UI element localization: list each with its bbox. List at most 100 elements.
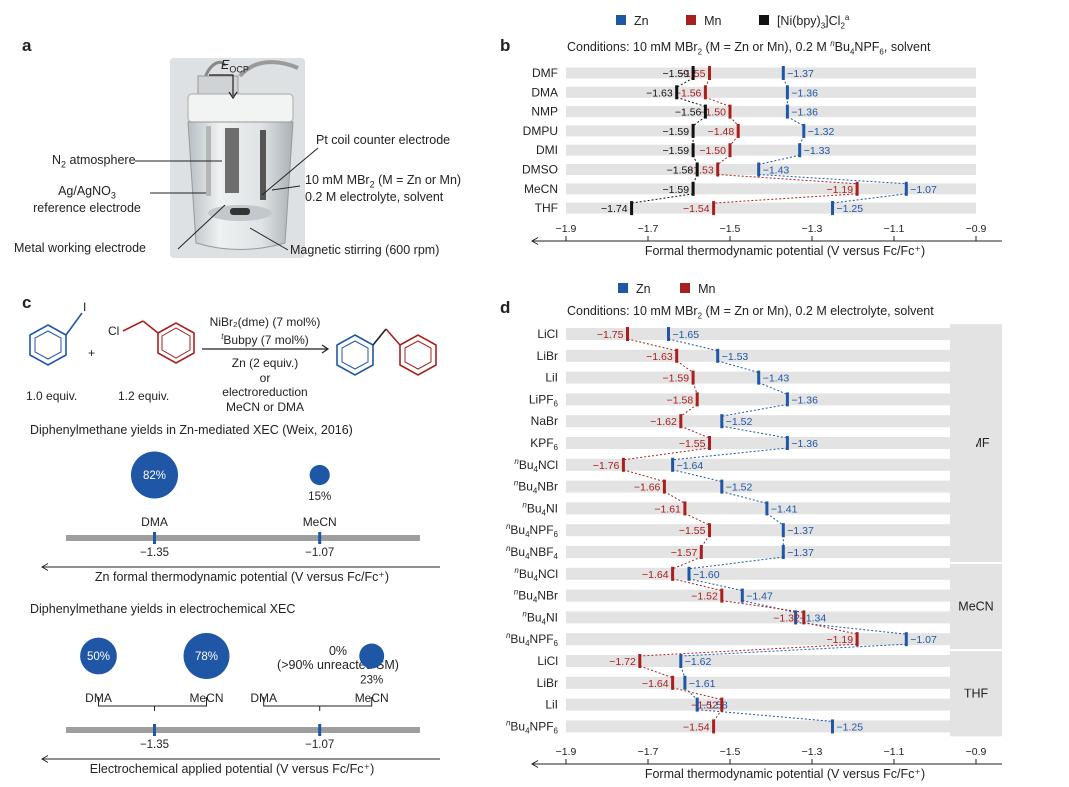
x-tick-label-3: −1.3	[802, 746, 823, 758]
marker-zn-6	[904, 181, 908, 196]
category-label-15: LiCl	[537, 654, 558, 668]
marker-mn-16	[671, 675, 675, 690]
value-label-mn-17: −1.52	[691, 700, 718, 712]
category-main-16: LiBr	[537, 676, 558, 690]
legend-ni-swatch	[758, 15, 769, 26]
value-label-ni-7: −1.74	[601, 203, 628, 215]
category-pre-13: n	[522, 609, 527, 618]
value-label-zn-5: −1.36	[791, 438, 818, 450]
category-label-0: LiCl	[537, 327, 558, 341]
marker-zn-5	[757, 162, 761, 177]
category-label-7: THF	[535, 201, 558, 215]
category-main-5: KPF	[530, 436, 553, 450]
category-label-1: LiBr	[537, 349, 558, 363]
category-main-18: Bu	[510, 719, 525, 733]
x-tick-label-2: −1.5	[720, 223, 741, 235]
panel-d-legend: Zn Mn	[618, 282, 715, 296]
electro-solvent-label-1-0: DMA	[250, 691, 277, 705]
panel-c-label: c	[22, 293, 32, 312]
group-label-2: THF	[964, 687, 989, 701]
row-bar-4	[566, 415, 976, 428]
marker-mn-3	[695, 392, 699, 407]
plus-sign: +	[88, 346, 95, 360]
marker-mn-9	[708, 523, 711, 538]
marker-mn-1	[703, 85, 707, 100]
category-rest-10: NBF	[530, 545, 554, 559]
bubble-zn-label-0: 82%	[143, 470, 166, 482]
category-main-9: Bu	[510, 523, 525, 537]
value-label-mn-7: −1.54	[683, 203, 710, 215]
value-label-mn-16: −1.64	[642, 678, 669, 690]
category-main-10: Bu	[510, 545, 525, 559]
category-label-16: LiBr	[537, 676, 558, 690]
value-label-zn-15: −1.62	[685, 656, 712, 668]
category-sub-7: 4	[533, 487, 538, 496]
category-label-7: nBu4NBr	[514, 479, 558, 496]
marker-zn-12	[740, 588, 744, 603]
value-label-zn-13: −1.34	[800, 612, 827, 624]
connector-zn-6	[832, 193, 907, 204]
panel-a-label: a	[22, 36, 32, 55]
x-axis-title: Formal thermodynamic potential (V versus…	[645, 244, 925, 258]
row-bar-3	[566, 125, 976, 137]
x-axis-arrow	[531, 760, 539, 768]
category-sub-14: 4	[525, 639, 530, 648]
category-rest-14: NPF	[530, 632, 554, 646]
value-label-ni-5: −1.58	[667, 165, 694, 177]
category-rest-18: NPF	[530, 719, 554, 733]
value-label-zn-7: −1.52	[726, 482, 753, 494]
equiv-aryl-iodide: 1.0 equiv.	[26, 389, 78, 403]
value-label-mn-3: −1.48	[708, 126, 735, 138]
legend-ni-text: [Ni(bpy)3]Cl2a	[776, 13, 850, 31]
category-pre-12: n	[514, 588, 519, 597]
connector-mn-5	[623, 447, 710, 461]
marker-mn-6	[855, 181, 859, 196]
category-label-2: LiI	[545, 371, 558, 385]
value-label-zn-0: −1.37	[787, 68, 814, 80]
value-label-zn-5: −1.43	[763, 165, 790, 177]
bubble-zn-mecn	[309, 464, 330, 486]
reference-electrode-label: Ag/AgNO3 reference electrode	[33, 184, 141, 215]
category-main-6: Bu	[519, 458, 534, 472]
category-pre-6: n	[514, 457, 519, 466]
x-tick-label-1: −1.7	[638, 223, 659, 235]
value-label-mn-0: −1.75	[597, 329, 624, 341]
magnetic-stirring-label: Magnetic stirring (600 rpm)	[290, 243, 440, 257]
electro-potential-bar	[66, 727, 420, 733]
marker-zn-4	[720, 414, 724, 429]
legend-mn-swatch	[686, 15, 697, 26]
connector-zn-6	[672, 469, 722, 483]
row-bar-2	[566, 106, 976, 118]
row-bar-6	[566, 183, 976, 195]
category-pre-8: n	[522, 500, 527, 509]
connector-zn-2	[758, 382, 788, 395]
connector-zn-16	[684, 687, 698, 700]
category-label-4: NaBr	[531, 414, 558, 428]
marker-zn-17	[695, 697, 699, 712]
category-pre-11: n	[514, 566, 519, 575]
zn-xec-title: Diphenylmethane yields in Zn-mediated XE…	[30, 423, 353, 437]
marker-ni-6	[691, 181, 695, 196]
row-bar-14	[566, 633, 976, 646]
chloro-label: Cl	[108, 324, 119, 338]
category-sub-13: 4	[542, 617, 547, 626]
category-main-2: LiI	[545, 371, 558, 385]
electro-tick-label-0: −1.35	[140, 739, 169, 751]
connector-mn-4	[717, 154, 731, 165]
marker-mn-0	[708, 66, 711, 80]
zn-tick-label-0: −1.35	[140, 547, 169, 559]
connector-mn-12	[721, 600, 804, 613]
bubble-zn-label-1: 15%	[308, 491, 331, 503]
connector-zn-4	[758, 154, 800, 165]
marker-zn-0	[667, 327, 670, 341]
marker-zn-11	[687, 566, 691, 581]
x-tick-label-4: −1.1	[884, 746, 905, 758]
category-label-3: LiPF6	[529, 392, 559, 408]
value-label-ni-2: −1.56	[675, 107, 702, 119]
marker-mn-2	[691, 370, 695, 385]
connector-mn-0	[627, 338, 677, 352]
marker-mn-2	[728, 104, 732, 119]
category-label-11: nBu4NCl	[514, 566, 558, 583]
row-bar-0	[566, 67, 976, 79]
category-main-7: Bu	[518, 480, 533, 494]
